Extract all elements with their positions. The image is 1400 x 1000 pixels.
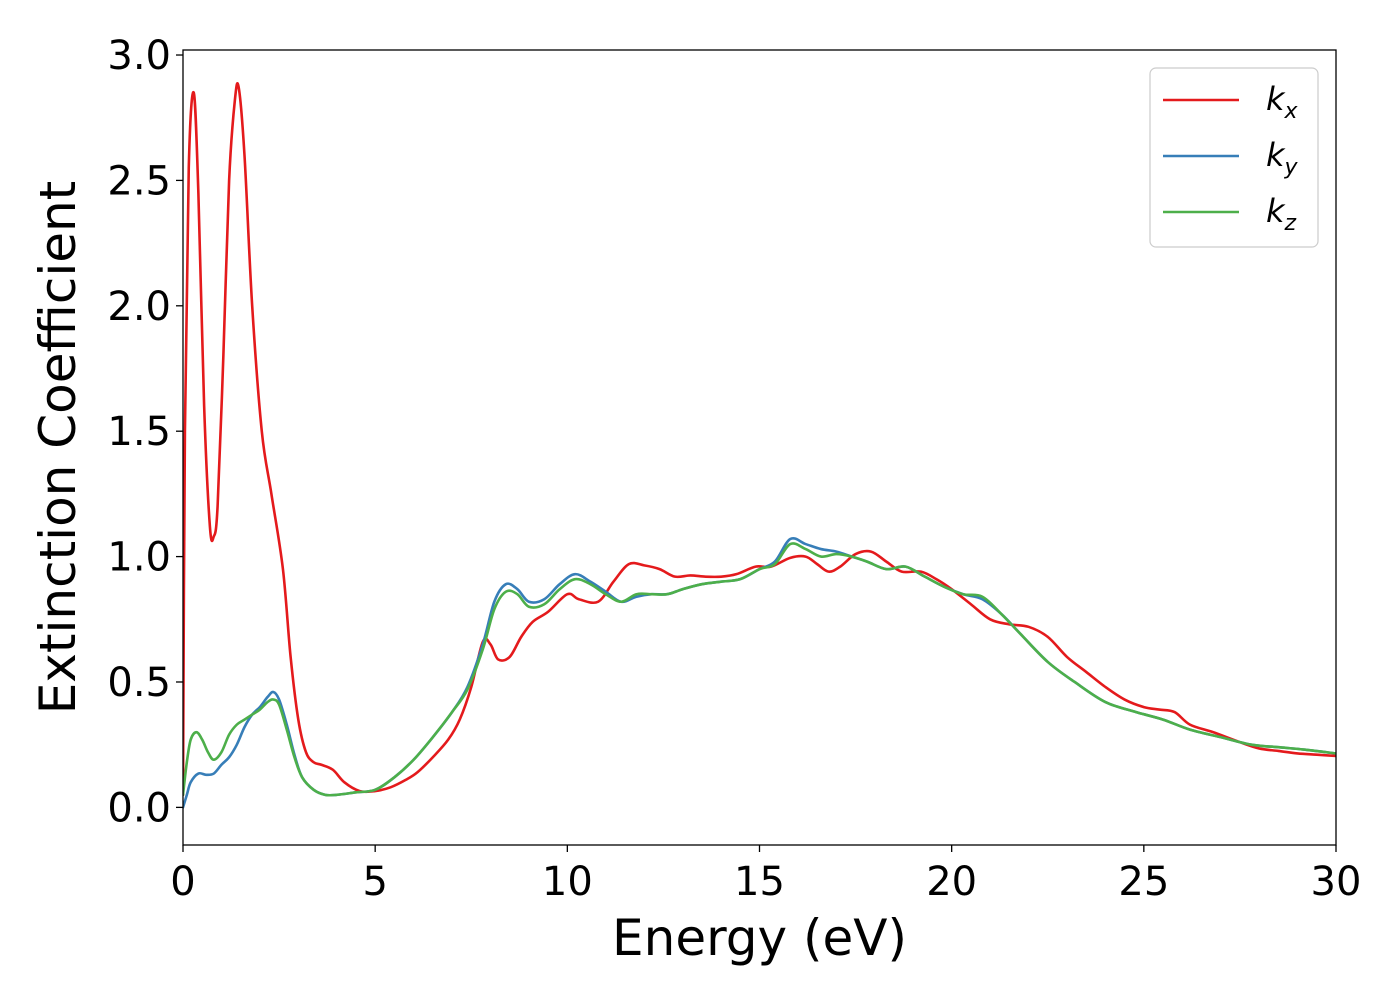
x-tick-label: 20 (926, 859, 977, 905)
x-tick-label: 10 (542, 859, 593, 905)
x-tick-label: 5 (362, 859, 387, 905)
x-tick-label: 25 (1118, 859, 1169, 905)
y-tick-label: 0.5 (107, 660, 171, 706)
legend-label-kz: kz (1266, 192, 1297, 236)
y-tick-label: 1.5 (107, 409, 171, 455)
x-tick-label: 0 (170, 859, 195, 905)
x-tick-label: 15 (734, 859, 785, 905)
y-tick-label: 2.5 (107, 158, 171, 204)
series-layer (183, 82, 1336, 809)
y-tick-label: 3.0 (107, 33, 171, 79)
legend-label-ky: ky (1266, 136, 1299, 180)
series-line-kz (183, 542, 1336, 797)
y-tick-label: 2.0 (107, 284, 171, 330)
legend-label-kx: kx (1266, 80, 1299, 124)
y-tick-label: 0.0 (107, 785, 171, 831)
x-tick-label: 30 (1311, 859, 1362, 905)
y-axis: 0.0 0.5 1.0 1.5 2.0 2.5 3.0 (107, 33, 183, 831)
x-axis: 0 5 10 15 20 25 30 (170, 845, 1361, 905)
series-line-kx (183, 82, 1336, 797)
y-tick-label: 1.0 (107, 535, 171, 581)
x-axis-title: Energy (eV) (612, 909, 907, 967)
legend: kx ky kz (1149, 67, 1319, 248)
y-axis-title: Extinction Coefficient (29, 181, 87, 715)
legend-box (1149, 67, 1319, 248)
